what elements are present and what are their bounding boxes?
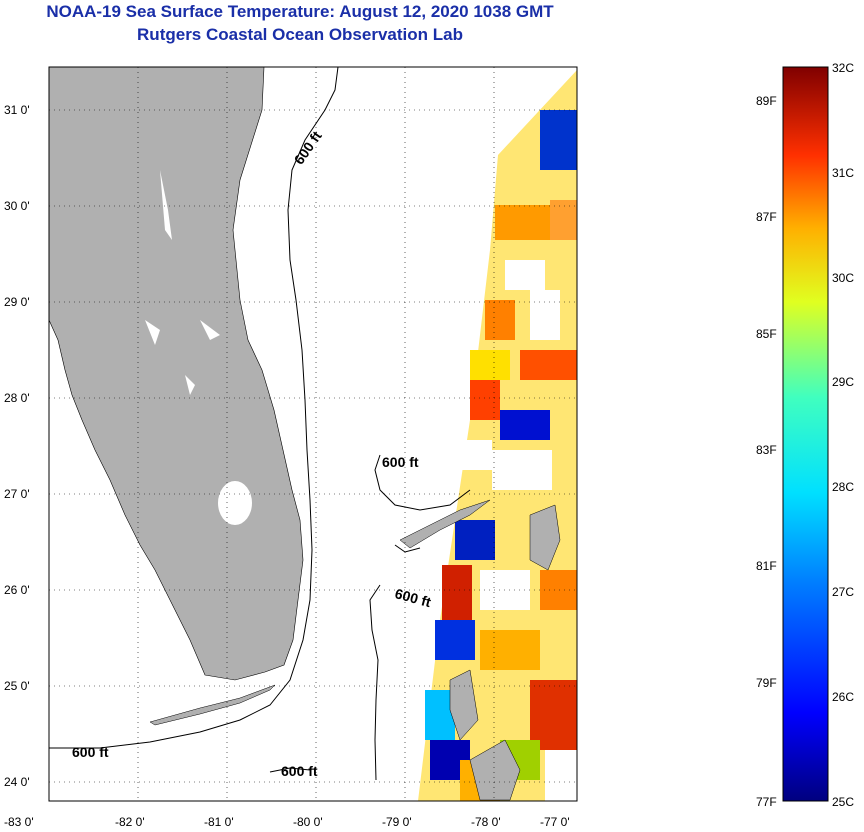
celsius-label: 25C — [832, 795, 854, 809]
map-title: NOAA-19 Sea Surface Temperature: August … — [46, 2, 554, 21]
lat-label: 28 0' — [4, 391, 30, 405]
celsius-label: 26C — [832, 690, 854, 704]
celsius-label: 31C — [832, 166, 854, 180]
fahrenheit-label: 89F — [756, 94, 777, 108]
map-subtitle: Rutgers Coastal Ocean Observation Lab — [137, 25, 463, 44]
lat-label: 24 0' — [4, 775, 30, 789]
contour-label: 600 ft — [72, 744, 109, 760]
fahrenheit-label: 81F — [756, 559, 777, 573]
celsius-label: 32C — [832, 61, 854, 75]
celsius-label: 30C — [832, 271, 854, 285]
celsius-label: 27C — [832, 585, 854, 599]
graticule — [49, 67, 577, 801]
lon-label: -77 0' — [540, 815, 570, 829]
map-border — [48, 66, 578, 802]
lat-label: 30 0' — [4, 199, 30, 213]
fahrenheit-label: 79F — [756, 676, 777, 690]
fahrenheit-label: 87F — [756, 210, 777, 224]
contour-label: 600 ft — [382, 454, 419, 470]
600ft-contour — [49, 67, 471, 781]
florida-land — [49, 67, 304, 681]
celsius-scale: 32C 31C 30C 29C 28C 27C 26C 25C — [832, 61, 854, 809]
latitude-labels: 31 0' 30 0' 29 0' 28 0' 27 0' 26 0' 25 0… — [4, 103, 30, 789]
sst-swath — [399, 70, 577, 801]
lat-label: 29 0' — [4, 295, 30, 309]
lon-label: -79 0' — [382, 815, 412, 829]
lat-label: 31 0' — [4, 103, 30, 117]
florida-keys — [149, 684, 276, 726]
celsius-label: 29C — [832, 375, 854, 389]
temperature-colorbar — [782, 66, 829, 802]
lon-label: -82 0' — [115, 815, 145, 829]
fahrenheit-label: 77F — [756, 795, 777, 809]
lat-label: 27 0' — [4, 487, 30, 501]
contour-label: 600 ft — [281, 763, 318, 779]
longitude-labels: -83 0' -82 0' -81 0' -80 0' -79 0' -78 0… — [4, 815, 570, 829]
lon-label: -81 0' — [204, 815, 234, 829]
fahrenheit-scale: 89F 87F 85F 83F 81F 79F 77F — [756, 94, 777, 809]
celsius-label: 28C — [832, 480, 854, 494]
lon-label: -78 0' — [471, 815, 501, 829]
lat-label: 25 0' — [4, 679, 30, 693]
lat-label: 26 0' — [4, 583, 30, 597]
fahrenheit-label: 83F — [756, 443, 777, 457]
lon-label: -80 0' — [293, 815, 323, 829]
fahrenheit-label: 85F — [756, 327, 777, 341]
lon-label: -83 0' — [4, 815, 34, 829]
lake-okeechobee — [218, 481, 252, 525]
